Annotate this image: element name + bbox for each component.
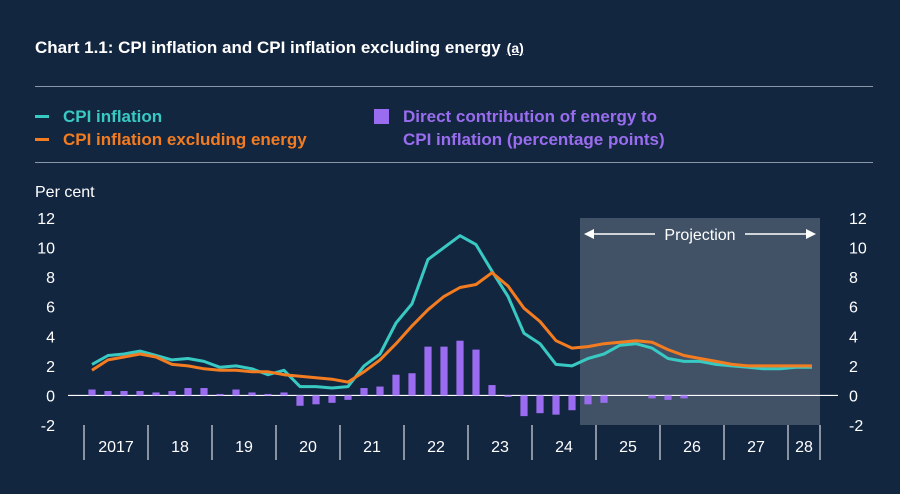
y-tick-label-left: 8	[46, 270, 55, 287]
x-tick-label: 28	[795, 439, 813, 456]
title-footnote-link[interactable]: (a)	[506, 40, 524, 56]
x-tick-label: 18	[171, 439, 189, 456]
energy-bar	[296, 395, 304, 406]
energy-bar	[488, 385, 496, 396]
x-tick-label: 25	[619, 439, 637, 456]
projection-arrowhead-right	[806, 229, 816, 239]
legend-label-cpi: CPI inflation	[63, 107, 163, 126]
cpi-line	[91, 234, 812, 390]
energy-bar	[664, 395, 672, 400]
projection-label: Projection	[664, 227, 735, 244]
energy-bar	[520, 395, 528, 417]
y-tick-label-left: 2	[46, 359, 55, 376]
energy-bar	[600, 395, 608, 403]
energy-bar	[216, 393, 224, 396]
energy-bar	[472, 349, 480, 396]
y-tick-label-right: 2	[849, 359, 858, 376]
y-tick-label-left: 0	[46, 388, 55, 405]
x-tick-label: 23	[491, 439, 509, 456]
legend-item-cpi-ex-energy: CPI inflation excluding energy	[35, 128, 307, 151]
energy-bar	[312, 395, 320, 405]
energy-bar	[328, 395, 336, 403]
legend-label-energy: Direct contribution of energy to CPI inf…	[403, 105, 665, 151]
y-tick-label-right: 10	[849, 241, 867, 258]
x-tick-label: 24	[555, 439, 573, 456]
x-tick-label: 22	[427, 439, 445, 456]
y-tick-label-right: 8	[849, 270, 858, 287]
legend-divider	[35, 162, 873, 163]
x-tick-label: 20	[299, 439, 317, 456]
energy-bar	[152, 392, 160, 396]
energy-bar	[648, 395, 656, 399]
legend-label-energy-line2: CPI inflation (percentage points)	[403, 130, 665, 149]
energy-bar	[104, 390, 112, 396]
energy-bar	[392, 374, 400, 396]
y-tick-label-right: -2	[849, 418, 863, 435]
legend-label-cpi-ex-energy: CPI inflation excluding energy	[63, 130, 307, 149]
legend-line-cpi-ex-energy	[35, 138, 49, 141]
energy-bar	[680, 395, 688, 399]
y-tick-label-right: 0	[849, 388, 858, 405]
energy-bar	[184, 388, 192, 396]
energy-bar	[504, 395, 512, 397]
y-tick-label-left: 10	[37, 241, 55, 258]
chart-title-text: Chart 1.1: CPI inflation and CPI inflati…	[35, 38, 501, 57]
y-tick-label-left: 6	[46, 300, 55, 317]
legend-item-energy: Direct contribution of energy to CPI inf…	[374, 105, 665, 151]
x-tick-label: 21	[363, 439, 381, 456]
y-tick-label-left: -2	[41, 418, 55, 435]
x-tick-label: 19	[235, 439, 253, 456]
energy-bar	[536, 395, 544, 414]
energy-bar	[552, 395, 560, 415]
energy-bar	[120, 390, 128, 396]
chart-title: Chart 1.1: CPI inflation and CPI inflati…	[35, 38, 524, 58]
energy-bar	[200, 388, 208, 396]
energy-bar	[88, 389, 96, 396]
top-divider	[35, 86, 873, 87]
y-tick-label-right: 12	[849, 211, 867, 228]
energy-bar	[360, 388, 368, 396]
energy-bar	[584, 395, 592, 405]
x-tick-label: 26	[683, 439, 701, 456]
x-tick-label: 2017	[98, 439, 134, 456]
energy-bar	[168, 390, 176, 396]
y-tick-label-left: 4	[46, 329, 55, 346]
projection-arrowhead-left	[584, 229, 594, 239]
energy-bar	[408, 373, 416, 396]
energy-bar	[232, 389, 240, 396]
y-tick-label-right: 6	[849, 300, 858, 317]
energy-bar	[280, 392, 288, 396]
y-tick-label-left: 12	[37, 211, 55, 228]
legend-item-cpi: CPI inflation	[35, 105, 162, 128]
legend-label-energy-line1: Direct contribution of energy to	[403, 107, 658, 126]
energy-bar	[376, 386, 384, 396]
energy-bar	[248, 392, 256, 396]
energy-bar	[568, 395, 576, 411]
energy-bar	[344, 395, 352, 400]
cpi-ex-energy-line	[91, 271, 812, 384]
x-tick-label: 27	[747, 439, 765, 456]
legend-line-cpi	[35, 115, 49, 118]
projection-shade	[580, 218, 820, 425]
energy-bar	[136, 390, 144, 396]
y-tick-label-right: 4	[849, 329, 858, 346]
energy-bar	[440, 346, 448, 396]
energy-bar	[456, 340, 464, 396]
y-axis-unit-label: Per cent	[35, 184, 95, 201]
energy-bar	[264, 393, 272, 396]
energy-bar	[424, 346, 432, 396]
legend-swatch-energy	[374, 109, 389, 124]
